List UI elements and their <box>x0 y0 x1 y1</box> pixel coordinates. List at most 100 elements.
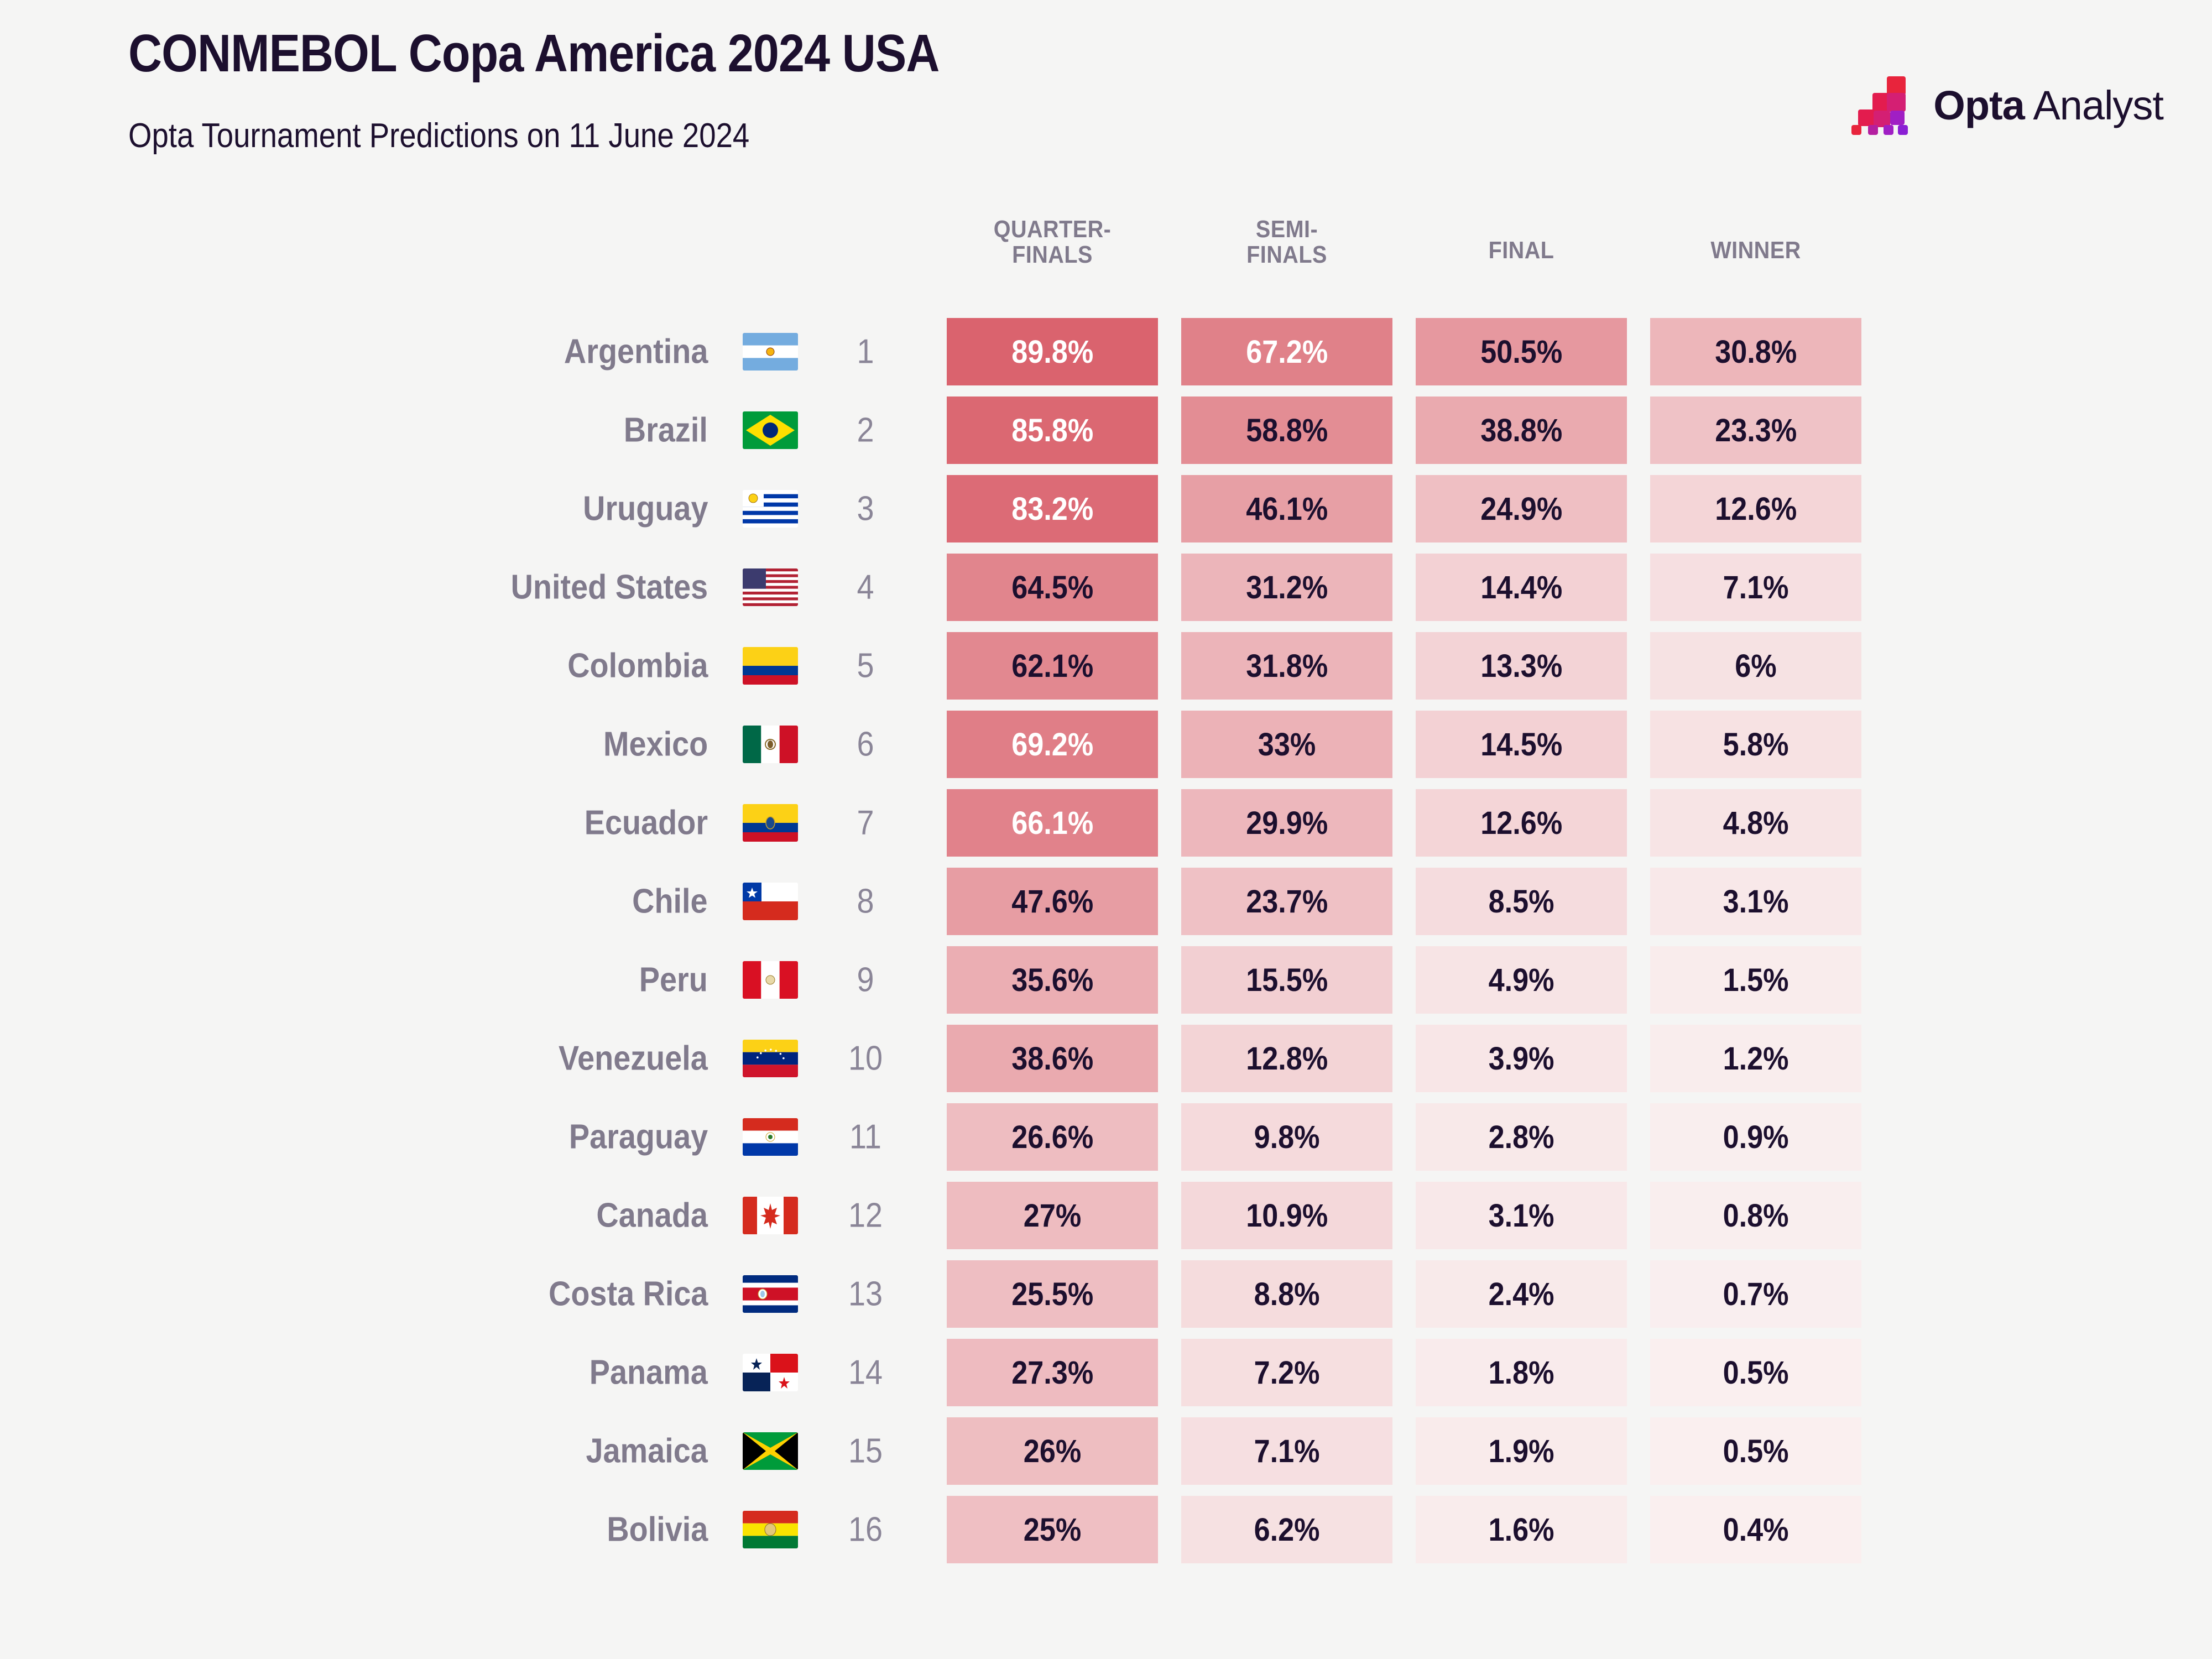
logo-square <box>1858 109 1875 126</box>
team-rank: 7 <box>857 804 874 842</box>
table-row[interactable]: Argentina 1 89.8% 67.2% 50.5% 30.8% <box>0 312 2212 391</box>
team-name-cell: Panama <box>221 1333 708 1412</box>
table-row[interactable]: Venezuela 10 38.6% 12.8% 3.9% 1.2% <box>0 1019 2212 1098</box>
prob-cell-final[interactable]: 8.5% <box>1416 868 1627 935</box>
prob-cell-final[interactable]: 24.9% <box>1416 475 1627 542</box>
prob-cell-semi_finals[interactable]: 23.7% <box>1181 868 1392 935</box>
prob-cell-winner[interactable]: 3.1% <box>1650 868 1861 935</box>
prob-value: 38.6% <box>1011 1040 1094 1077</box>
logo-brand-light: Analyst <box>2033 82 2164 128</box>
table-row[interactable]: Ecuador 7 66.1% 29.9% 12.6% 4.8% <box>0 784 2212 862</box>
prob-cell-semi_finals[interactable]: 58.8% <box>1181 397 1392 464</box>
prob-cell-quarter_finals[interactable]: 25% <box>947 1496 1158 1563</box>
table-row[interactable]: Costa Rica 13 25.5% 8.8% 2.4% 0.7% <box>0 1255 2212 1333</box>
prob-cell-semi_finals[interactable]: 31.8% <box>1181 632 1392 700</box>
prob-value: 0.5% <box>1723 1433 1789 1469</box>
prob-cell-semi_finals[interactable]: 67.2% <box>1181 318 1392 385</box>
table-row[interactable]: United States 4 64.5% 31.2% 14.4% 7.1% <box>0 548 2212 627</box>
prob-cell-winner[interactable]: 7.1% <box>1650 554 1861 621</box>
prob-cell-winner[interactable]: 0.9% <box>1650 1103 1861 1171</box>
prob-cell-semi_finals[interactable]: 6.2% <box>1181 1496 1392 1563</box>
prob-value: 26.6% <box>1011 1119 1094 1155</box>
team-rank: 9 <box>857 961 874 999</box>
table-row[interactable]: Uruguay 3 83.2% 46.1% 24.9% 12.6% <box>0 469 2212 548</box>
prob-cell-final[interactable]: 3.9% <box>1416 1025 1627 1092</box>
logo-wordmark: Opta Analyst <box>1933 82 2164 129</box>
prob-cell-quarter_finals[interactable]: 27% <box>947 1182 1158 1249</box>
table-row[interactable]: Colombia 5 62.1% 31.8% 13.3% 6% <box>0 627 2212 705</box>
table-row[interactable]: Brazil 2 85.8% 58.8% 38.8% 23.3% <box>0 391 2212 469</box>
prob-cell-winner[interactable]: 12.6% <box>1650 475 1861 542</box>
prob-cell-final[interactable]: 4.9% <box>1416 946 1627 1014</box>
team-name-cell: Argentina <box>221 312 708 391</box>
prob-cell-winner[interactable]: 0.5% <box>1650 1417 1861 1485</box>
prob-cell-final[interactable]: 2.4% <box>1416 1260 1627 1328</box>
prob-cell-quarter_finals[interactable]: 89.8% <box>947 318 1158 385</box>
column-header-semi_finals: SEMI- FINALS <box>1192 217 1382 268</box>
prob-cell-winner[interactable]: 1.5% <box>1650 946 1861 1014</box>
prob-cell-semi_finals[interactable]: 15.5% <box>1181 946 1392 1014</box>
prob-cell-semi_finals[interactable]: 33% <box>1181 711 1392 778</box>
prob-cell-final[interactable]: 12.6% <box>1416 789 1627 857</box>
prob-value: 6% <box>1735 648 1777 684</box>
table-row[interactable]: Chile 8 47.6% 23.7% 8.5% 3.1% <box>0 862 2212 941</box>
prob-cell-semi_finals[interactable]: 46.1% <box>1181 475 1392 542</box>
prob-cell-semi_finals[interactable]: 9.8% <box>1181 1103 1392 1171</box>
prob-cell-final[interactable]: 14.4% <box>1416 554 1627 621</box>
prob-cell-winner[interactable]: 23.3% <box>1650 397 1861 464</box>
prob-cell-final[interactable]: 1.6% <box>1416 1496 1627 1563</box>
table-row[interactable]: Canada 12 27% 10.9% 3.1% 0.8% <box>0 1176 2212 1255</box>
prob-cell-semi_finals[interactable]: 10.9% <box>1181 1182 1392 1249</box>
prob-cell-winner[interactable]: 0.7% <box>1650 1260 1861 1328</box>
prob-cell-quarter_finals[interactable]: 69.2% <box>947 711 1158 778</box>
prob-value: 3.1% <box>1723 883 1789 920</box>
prob-cell-quarter_finals[interactable]: 66.1% <box>947 789 1158 857</box>
team-name: Uruguay <box>582 489 708 528</box>
prob-cell-quarter_finals[interactable]: 64.5% <box>947 554 1158 621</box>
prob-cell-semi_finals[interactable]: 7.1% <box>1181 1417 1392 1485</box>
prob-cell-quarter_finals[interactable]: 38.6% <box>947 1025 1158 1092</box>
table-row[interactable]: Paraguay 11 26.6% 9.8% 2.8% 0.9% <box>0 1098 2212 1176</box>
prob-cell-quarter_finals[interactable]: 83.2% <box>947 475 1158 542</box>
prob-cell-final[interactable]: 50.5% <box>1416 318 1627 385</box>
prob-cell-winner[interactable]: 30.8% <box>1650 318 1861 385</box>
prob-cell-final[interactable]: 1.9% <box>1416 1417 1627 1485</box>
prob-cell-winner[interactable]: 0.4% <box>1650 1496 1861 1563</box>
prob-cell-semi_finals[interactable]: 8.8% <box>1181 1260 1392 1328</box>
prob-cell-final[interactable]: 2.8% <box>1416 1103 1627 1171</box>
prob-cell-final[interactable]: 1.8% <box>1416 1339 1627 1406</box>
prob-cell-semi_finals[interactable]: 29.9% <box>1181 789 1392 857</box>
prob-cell-final[interactable]: 13.3% <box>1416 632 1627 700</box>
prob-cell-final[interactable]: 3.1% <box>1416 1182 1627 1249</box>
prob-cell-final[interactable]: 14.5% <box>1416 711 1627 778</box>
prob-cell-winner[interactable]: 6% <box>1650 632 1861 700</box>
table-row[interactable]: Peru 9 35.6% 15.5% 4.9% 1.5% <box>0 941 2212 1019</box>
prob-cell-winner[interactable]: 0.5% <box>1650 1339 1861 1406</box>
page-header: CONMEBOL Copa America 2024 USA Opta Tour… <box>0 0 2212 267</box>
prob-cell-quarter_finals[interactable]: 27.3% <box>947 1339 1158 1406</box>
prob-cell-semi_finals[interactable]: 12.8% <box>1181 1025 1392 1092</box>
table-row[interactable]: Jamaica 15 26% 7.1% 1.9% 0.5% <box>0 1412 2212 1490</box>
prob-cell-quarter_finals[interactable]: 62.1% <box>947 632 1158 700</box>
prob-cell-winner[interactable]: 5.8% <box>1650 711 1861 778</box>
prob-cell-quarter_finals[interactable]: 35.6% <box>947 946 1158 1014</box>
prob-cell-winner[interactable]: 0.8% <box>1650 1182 1861 1249</box>
prob-cell-semi_finals[interactable]: 7.2% <box>1181 1339 1392 1406</box>
prob-value: 3.1% <box>1488 1197 1554 1234</box>
prob-cell-quarter_finals[interactable]: 26.6% <box>947 1103 1158 1171</box>
prob-value: 31.8% <box>1245 648 1328 684</box>
prob-value: 50.5% <box>1480 333 1563 370</box>
prob-cell-final[interactable]: 38.8% <box>1416 397 1627 464</box>
table-row[interactable]: Bolivia 16 25% 6.2% 1.6% 0.4% <box>0 1490 2212 1569</box>
prob-cell-quarter_finals[interactable]: 47.6% <box>947 868 1158 935</box>
prob-cell-winner[interactable]: 4.8% <box>1650 789 1861 857</box>
prob-cell-quarter_finals[interactable]: 26% <box>947 1417 1158 1485</box>
table-row[interactable]: Mexico 6 69.2% 33% 14.5% 5.8% <box>0 705 2212 784</box>
prob-cell-winner[interactable]: 1.2% <box>1650 1025 1861 1092</box>
prob-cell-quarter_finals[interactable]: 85.8% <box>947 397 1158 464</box>
flag-usa-icon <box>743 568 798 606</box>
table-row[interactable]: Panama 14 27.3% 7.2% 1.8% 0.5% <box>0 1333 2212 1412</box>
prob-cell-semi_finals[interactable]: 31.2% <box>1181 554 1392 621</box>
prob-cell-quarter_finals[interactable]: 25.5% <box>947 1260 1158 1328</box>
prob-value: 15.5% <box>1245 962 1328 998</box>
